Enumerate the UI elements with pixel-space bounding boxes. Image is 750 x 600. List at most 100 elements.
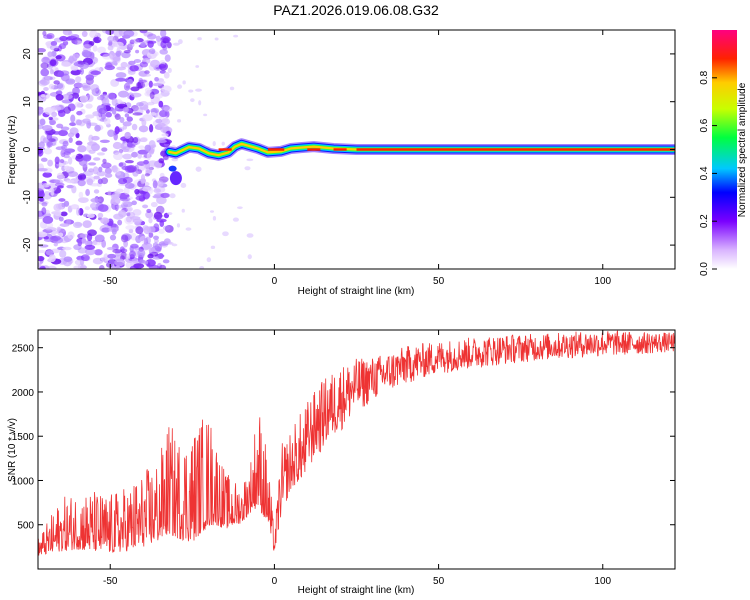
noise-blob <box>138 145 145 150</box>
noise-blob <box>115 50 122 57</box>
noise-blob <box>75 140 83 146</box>
noise-blob <box>167 67 172 74</box>
noise-blob <box>46 33 55 40</box>
noise-blob <box>158 100 164 108</box>
noise-blob <box>59 159 65 164</box>
noise-blob <box>120 61 128 68</box>
noise-blob <box>136 102 144 107</box>
snr-ylabel: SNR (10 * v/v) <box>7 418 18 482</box>
noise-blob <box>110 196 121 205</box>
colorbar-label: Normalized spectral amplitude <box>737 82 748 217</box>
noise-blob <box>124 160 134 164</box>
noise-blob <box>38 107 44 115</box>
noise-blob <box>145 166 153 174</box>
noise-blob <box>85 74 95 81</box>
noise-blob <box>143 260 149 265</box>
noise-blob <box>73 82 83 89</box>
noise-blob <box>158 228 165 234</box>
noise-blob <box>206 257 212 263</box>
noise-blob <box>49 69 54 75</box>
noise-blob <box>156 196 167 205</box>
noise-blob <box>247 254 252 260</box>
noise-blob <box>67 57 75 64</box>
noise-blob <box>152 82 163 87</box>
noise-blob <box>102 53 113 60</box>
spectrogram-x-ticks: -50 0 50 100 <box>103 30 612 287</box>
noise-blob <box>182 80 186 85</box>
noise-blob <box>86 178 94 186</box>
noise-blob <box>55 55 62 60</box>
noise-blob <box>112 141 122 150</box>
noise-blob <box>107 253 117 259</box>
noise-blob <box>65 78 76 85</box>
noise-blob <box>125 85 130 89</box>
noise-blob <box>70 66 79 71</box>
noise-blob <box>60 149 66 158</box>
noise-blob <box>131 123 138 131</box>
noise-blob <box>142 204 149 209</box>
noise-blob <box>41 56 51 64</box>
noise-blob <box>177 119 182 123</box>
noise-blob <box>153 211 163 220</box>
noise-blob <box>229 86 235 91</box>
noise-blob <box>85 176 96 183</box>
noise-blob <box>118 148 124 154</box>
noise-blob <box>114 258 126 267</box>
noise-blob <box>67 231 75 240</box>
y-tick-label: 0 <box>22 146 33 152</box>
noise-blob <box>106 92 116 100</box>
noise-blob <box>75 76 82 83</box>
noise-blob <box>87 229 97 237</box>
noise-blob <box>127 196 133 200</box>
noise-blob <box>119 246 125 253</box>
noise-blob <box>85 188 90 196</box>
noise-blob <box>103 117 111 126</box>
noise-blob <box>116 171 121 176</box>
noise-blob <box>61 93 73 100</box>
noise-blob <box>77 241 82 247</box>
noise-blob <box>56 123 64 129</box>
noise-blob <box>121 233 132 241</box>
noise-blob <box>161 85 172 93</box>
noise-blob <box>58 232 64 238</box>
noise-blob <box>75 119 82 126</box>
noise-blob <box>135 49 140 54</box>
noise-blob <box>58 216 64 222</box>
noise-blob <box>107 129 115 137</box>
noise-blob <box>93 157 101 161</box>
noise-blob <box>112 248 123 254</box>
noise-blob <box>135 226 144 235</box>
noise-blob <box>142 191 150 200</box>
noise-blob <box>40 68 50 77</box>
noise-blob <box>79 174 87 180</box>
noise-blob <box>71 185 77 194</box>
noise-blob <box>103 253 109 261</box>
noise-blob <box>130 92 142 98</box>
noise-blob <box>139 30 148 34</box>
noise-blob <box>59 249 67 258</box>
noise-blob <box>137 153 143 159</box>
secondary-blob <box>169 171 182 186</box>
noise-blob <box>108 257 115 267</box>
noise-blob <box>162 37 170 44</box>
noise-blob <box>125 225 136 231</box>
noise-blob <box>142 186 152 192</box>
noise-blob <box>126 116 133 122</box>
noise-blob <box>134 188 140 195</box>
noise-blob <box>120 234 129 243</box>
y-tick-label: 2000 <box>12 388 35 399</box>
spectrogram-ylabel: Frequency (Hz) <box>7 116 18 185</box>
noise-blob <box>149 124 154 133</box>
colorbar-tick-label: 0.8 <box>699 70 710 84</box>
noise-blob <box>149 59 161 68</box>
noise-blob <box>60 126 70 131</box>
spectral-ridge <box>163 138 675 186</box>
noise-blob <box>147 33 157 40</box>
noise-blob <box>40 157 48 162</box>
noise-blob <box>79 67 84 75</box>
y-tick-label: 1500 <box>12 432 35 443</box>
noise-blob <box>107 35 116 42</box>
noise-blob <box>145 259 156 267</box>
noise-blob <box>119 116 125 124</box>
noise-blob <box>62 160 69 165</box>
